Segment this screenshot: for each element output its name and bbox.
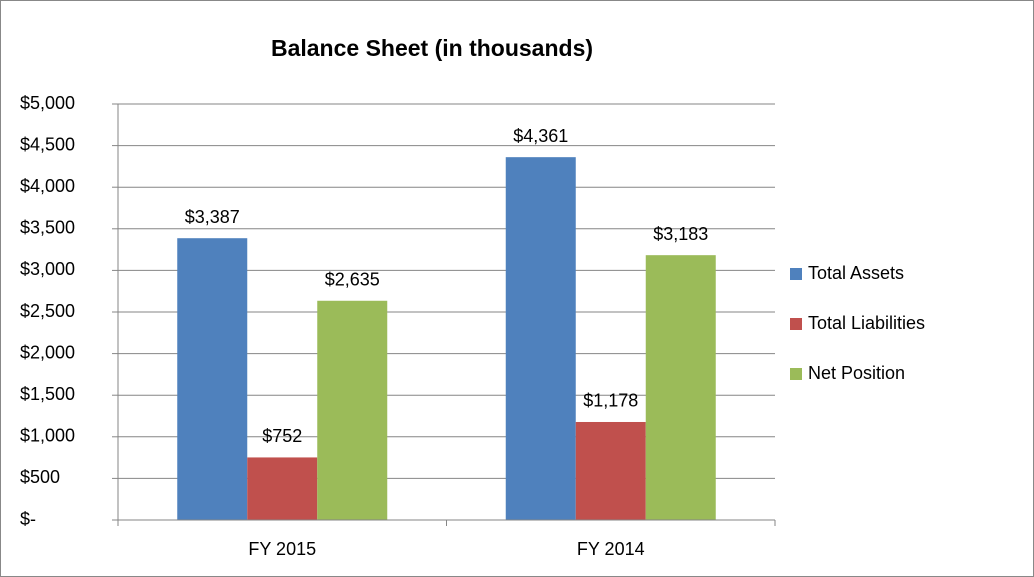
y-tick-label: $500: [20, 467, 60, 487]
y-tick-label: $3,000: [20, 259, 75, 279]
value-label: $4,361: [513, 126, 568, 146]
bar: [505, 157, 576, 520]
bar: [575, 421, 646, 520]
chart-title: Balance Sheet (in thousands): [271, 35, 593, 61]
legend-swatch: [790, 368, 802, 380]
value-label: $1,178: [583, 391, 638, 411]
legend-label: Net Position: [808, 363, 905, 383]
y-tick-label: $4,500: [20, 134, 75, 154]
y-tick-label: $2,500: [20, 301, 75, 321]
bar: [177, 238, 248, 520]
x-tick-label: FY 2015: [248, 539, 316, 559]
value-label: $3,387: [185, 207, 240, 227]
value-label: $2,635: [325, 270, 380, 290]
legend-label: Total Assets: [808, 263, 904, 283]
y-tick-label: $-: [20, 509, 36, 529]
x-tick-label: FY 2014: [577, 539, 645, 559]
y-tick-label: $2,000: [20, 342, 75, 362]
y-tick-label: $1,500: [20, 384, 75, 404]
bar: [645, 255, 716, 521]
y-tick-label: $1,000: [20, 426, 75, 446]
y-tick-label: $4,000: [20, 176, 75, 196]
legend-swatch: [790, 318, 802, 330]
bar: [317, 300, 388, 520]
value-label: $3,183: [653, 224, 708, 244]
legend-label: Total Liabilities: [808, 313, 925, 333]
legend-swatch: [790, 268, 802, 280]
value-label: $752: [262, 426, 302, 446]
y-tick-label: $3,500: [20, 218, 75, 238]
bar: [247, 457, 318, 520]
y-tick-label: $5,000: [20, 93, 75, 113]
